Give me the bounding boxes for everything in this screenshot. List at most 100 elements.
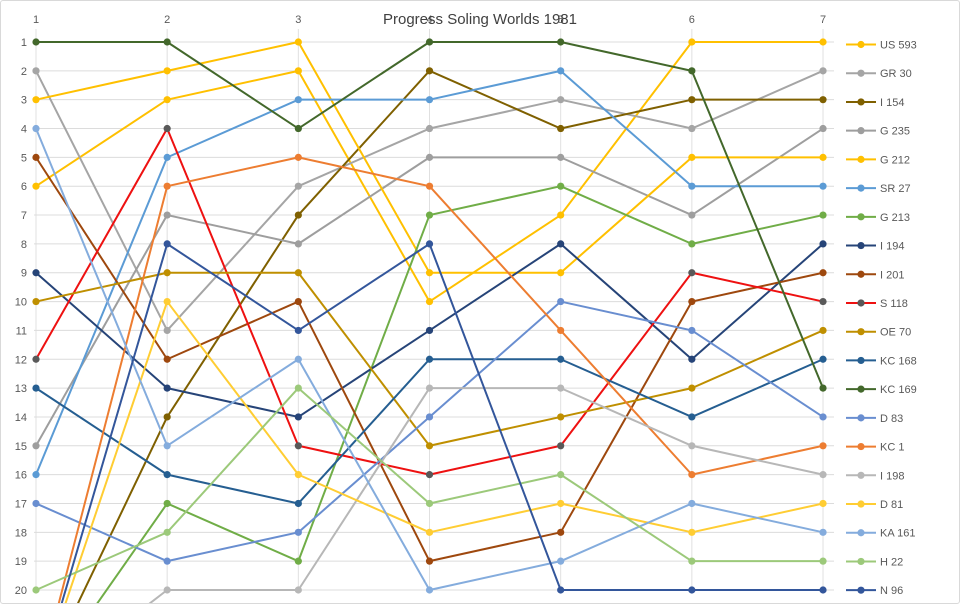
data-point-kc-1-race-7[interactable] bbox=[819, 442, 827, 450]
legend-item-i-194[interactable]: I 194 bbox=[846, 241, 904, 253]
data-point-kc-169-race-3[interactable] bbox=[294, 124, 302, 133]
data-point-i-194-race-6[interactable] bbox=[688, 355, 696, 363]
data-point-oe-70-race-7[interactable] bbox=[819, 326, 827, 335]
data-point-i-198-race-7[interactable] bbox=[819, 471, 827, 479]
legend-item-gr-30[interactable]: GR 30 bbox=[846, 68, 912, 80]
data-point-kc-169-race-4[interactable] bbox=[425, 38, 434, 46]
data-point-g-212-race-6[interactable] bbox=[688, 153, 696, 161]
data-point-sr-27-race-4[interactable] bbox=[425, 96, 434, 104]
data-point-g-213-race-5[interactable] bbox=[557, 182, 565, 190]
legend-item-i-154[interactable]: I 154 bbox=[846, 97, 904, 109]
data-point-i-154-race-4[interactable] bbox=[425, 67, 434, 75]
data-point-i-198-race-2[interactable] bbox=[163, 586, 171, 594]
legend-item-h-22[interactable]: H 22 bbox=[846, 556, 903, 568]
data-point-i-154-race-5[interactable] bbox=[557, 124, 565, 133]
data-point-i-198-race-3[interactable] bbox=[294, 586, 302, 594]
data-point-kc-168-race-7[interactable] bbox=[819, 355, 827, 363]
data-point-i-194-race-2[interactable] bbox=[163, 384, 171, 392]
data-point-gr-30-race-3[interactable] bbox=[294, 182, 302, 190]
data-point-us-593-race-4[interactable] bbox=[425, 297, 434, 306]
data-point-h-22-race-4[interactable] bbox=[425, 499, 434, 508]
data-point-sr-27-race-3[interactable] bbox=[294, 96, 302, 104]
data-point-oe-70-race-4[interactable] bbox=[425, 442, 434, 450]
data-point-h-22-race-2[interactable] bbox=[163, 528, 171, 536]
data-point-oe-70-race-3[interactable] bbox=[294, 269, 302, 277]
data-point-us-593-race-5[interactable] bbox=[557, 211, 565, 219]
data-point-kc-168-race-3[interactable] bbox=[294, 499, 302, 508]
data-point-d-81-race-4[interactable] bbox=[425, 528, 434, 536]
data-point-us-593-race-6[interactable] bbox=[688, 38, 696, 46]
data-point-gr-30-race-6[interactable] bbox=[688, 124, 696, 133]
legend-item-kc-169[interactable]: KC 169 bbox=[846, 384, 917, 396]
data-point-i-154-race-7[interactable] bbox=[819, 96, 827, 104]
data-point-us-593-race-1[interactable] bbox=[32, 182, 40, 190]
data-point-i-194-race-3[interactable] bbox=[294, 413, 302, 421]
data-point-kc-1-race-3[interactable] bbox=[294, 153, 302, 161]
data-point-kc-169-race-5[interactable] bbox=[557, 38, 565, 46]
data-point-d-83-race-3[interactable] bbox=[294, 528, 302, 536]
data-point-g-213-race-4[interactable] bbox=[425, 211, 434, 219]
data-point-s-118-race-4[interactable] bbox=[425, 471, 434, 479]
data-point-i-201-race-7[interactable] bbox=[819, 269, 827, 277]
data-point-h-22-race-6[interactable] bbox=[688, 557, 696, 565]
data-point-d-83-race-7[interactable] bbox=[819, 413, 827, 421]
data-point-g-235-race-7[interactable] bbox=[819, 124, 827, 133]
data-point-sr-27-race-6[interactable] bbox=[688, 182, 696, 190]
data-point-s-118-race-3[interactable] bbox=[294, 442, 302, 450]
legend-item-g-235[interactable]: G 235 bbox=[846, 126, 910, 138]
data-point-i-194-race-1[interactable] bbox=[32, 269, 40, 277]
data-point-i-198-race-5[interactable] bbox=[557, 384, 565, 392]
data-point-d-83-race-1[interactable] bbox=[32, 499, 40, 508]
data-point-us-593-race-3[interactable] bbox=[294, 67, 302, 75]
legend-item-s-118[interactable]: S 118 bbox=[846, 298, 908, 310]
data-point-ka-161-race-6[interactable] bbox=[688, 499, 696, 508]
data-point-g-212-race-3[interactable] bbox=[294, 38, 302, 46]
data-point-s-118-race-1[interactable] bbox=[32, 355, 40, 363]
data-point-n-96-race-4[interactable] bbox=[425, 240, 434, 248]
data-point-kc-168-race-2[interactable] bbox=[163, 471, 171, 479]
data-point-sr-27-race-1[interactable] bbox=[32, 471, 40, 479]
data-point-g-212-race-7[interactable] bbox=[819, 153, 827, 161]
legend-item-i-198[interactable]: I 198 bbox=[846, 470, 904, 482]
data-point-g-213-race-6[interactable] bbox=[688, 240, 696, 248]
data-point-s-118-race-6[interactable] bbox=[688, 269, 696, 277]
data-point-d-83-race-4[interactable] bbox=[425, 413, 434, 421]
data-point-d-81-race-5[interactable] bbox=[557, 499, 565, 508]
data-point-g-213-race-2[interactable] bbox=[163, 499, 171, 508]
data-point-gr-30-race-1[interactable] bbox=[32, 67, 40, 75]
data-point-i-201-race-6[interactable] bbox=[688, 297, 696, 306]
data-point-h-22-race-5[interactable] bbox=[557, 471, 565, 479]
data-point-n-96-race-6[interactable] bbox=[688, 586, 696, 594]
data-point-g-235-race-1[interactable] bbox=[32, 442, 40, 450]
data-point-kc-169-race-1[interactable] bbox=[32, 38, 40, 46]
legend-item-g-212[interactable]: G 212 bbox=[846, 154, 910, 166]
data-point-sr-27-race-7[interactable] bbox=[819, 182, 827, 190]
data-point-gr-30-race-2[interactable] bbox=[163, 326, 171, 335]
data-point-d-81-race-2[interactable] bbox=[163, 297, 171, 306]
data-point-ka-161-race-7[interactable] bbox=[819, 528, 827, 536]
data-point-g-235-race-4[interactable] bbox=[425, 153, 434, 161]
data-point-g-212-race-5[interactable] bbox=[557, 269, 565, 277]
data-point-i-154-race-2[interactable] bbox=[163, 413, 171, 421]
data-point-kc-169-race-2[interactable] bbox=[163, 38, 171, 46]
data-point-n-96-race-5[interactable] bbox=[557, 586, 565, 594]
data-point-kc-168-race-4[interactable] bbox=[425, 355, 434, 363]
data-point-i-198-race-6[interactable] bbox=[688, 442, 696, 450]
data-point-g-235-race-5[interactable] bbox=[557, 153, 565, 161]
data-point-gr-30-race-7[interactable] bbox=[819, 67, 827, 75]
data-point-kc-169-race-7[interactable] bbox=[819, 384, 827, 392]
data-point-g-212-race-4[interactable] bbox=[425, 269, 434, 277]
data-point-i-198-race-4[interactable] bbox=[425, 384, 434, 392]
data-point-kc-168-race-5[interactable] bbox=[557, 355, 565, 363]
data-point-i-201-race-5[interactable] bbox=[557, 528, 565, 536]
data-point-g-235-race-6[interactable] bbox=[688, 211, 696, 219]
data-point-n-96-race-7[interactable] bbox=[819, 586, 827, 594]
legend-item-i-201[interactable]: I 201 bbox=[846, 269, 904, 281]
data-point-i-201-race-2[interactable] bbox=[163, 355, 171, 363]
data-point-ka-161-race-5[interactable] bbox=[557, 557, 565, 565]
data-point-g-235-race-3[interactable] bbox=[294, 240, 302, 248]
data-point-kc-169-race-6[interactable] bbox=[688, 67, 696, 75]
legend-item-d-83[interactable]: D 83 bbox=[846, 413, 903, 425]
data-point-ka-161-race-1[interactable] bbox=[32, 124, 40, 133]
data-point-h-22-race-1[interactable] bbox=[32, 586, 40, 594]
